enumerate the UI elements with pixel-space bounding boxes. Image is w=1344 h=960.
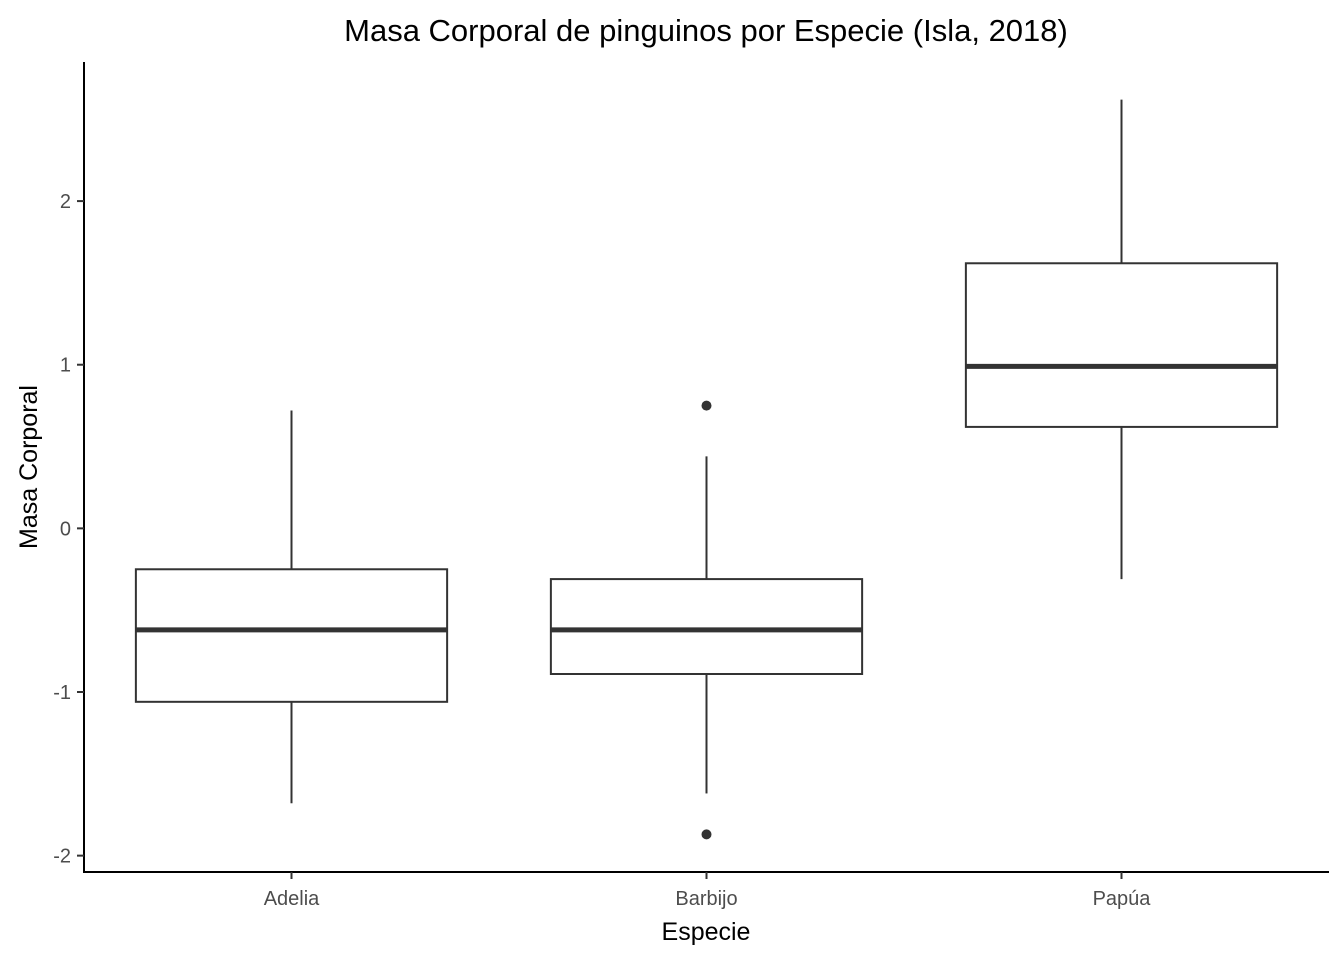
- y-axis-title: Masa Corporal: [15, 385, 43, 549]
- box-papúa: [964, 99, 1279, 580]
- iqr-box: [964, 262, 1279, 428]
- y-tick-label: 1: [60, 355, 71, 377]
- y-axis-ticks: -2 -1 0 1 2: [53, 191, 84, 868]
- plot-area: [134, 99, 1279, 840]
- y-tick-label: -2: [53, 846, 71, 868]
- outlier-point: [701, 829, 712, 840]
- chart-title: Masa Corporal de pinguinos por Especie (…: [344, 13, 1068, 48]
- x-tick-label: Papúa: [1093, 888, 1152, 910]
- y-tick-label: 0: [60, 518, 71, 540]
- box-barbijo: [549, 400, 864, 840]
- outlier-point: [701, 400, 712, 411]
- iqr-box: [549, 578, 864, 675]
- x-axis-title: Especie: [662, 918, 751, 946]
- y-tick-label: 2: [60, 191, 71, 213]
- iqr-box: [134, 568, 449, 703]
- box-adelia: [134, 410, 449, 804]
- x-axis-ticks: Adelia Barbijo Papúa: [264, 872, 1152, 910]
- x-tick-label: Adelia: [264, 888, 320, 910]
- y-tick-label: -1: [53, 682, 71, 704]
- x-tick-label: Barbijo: [675, 888, 737, 910]
